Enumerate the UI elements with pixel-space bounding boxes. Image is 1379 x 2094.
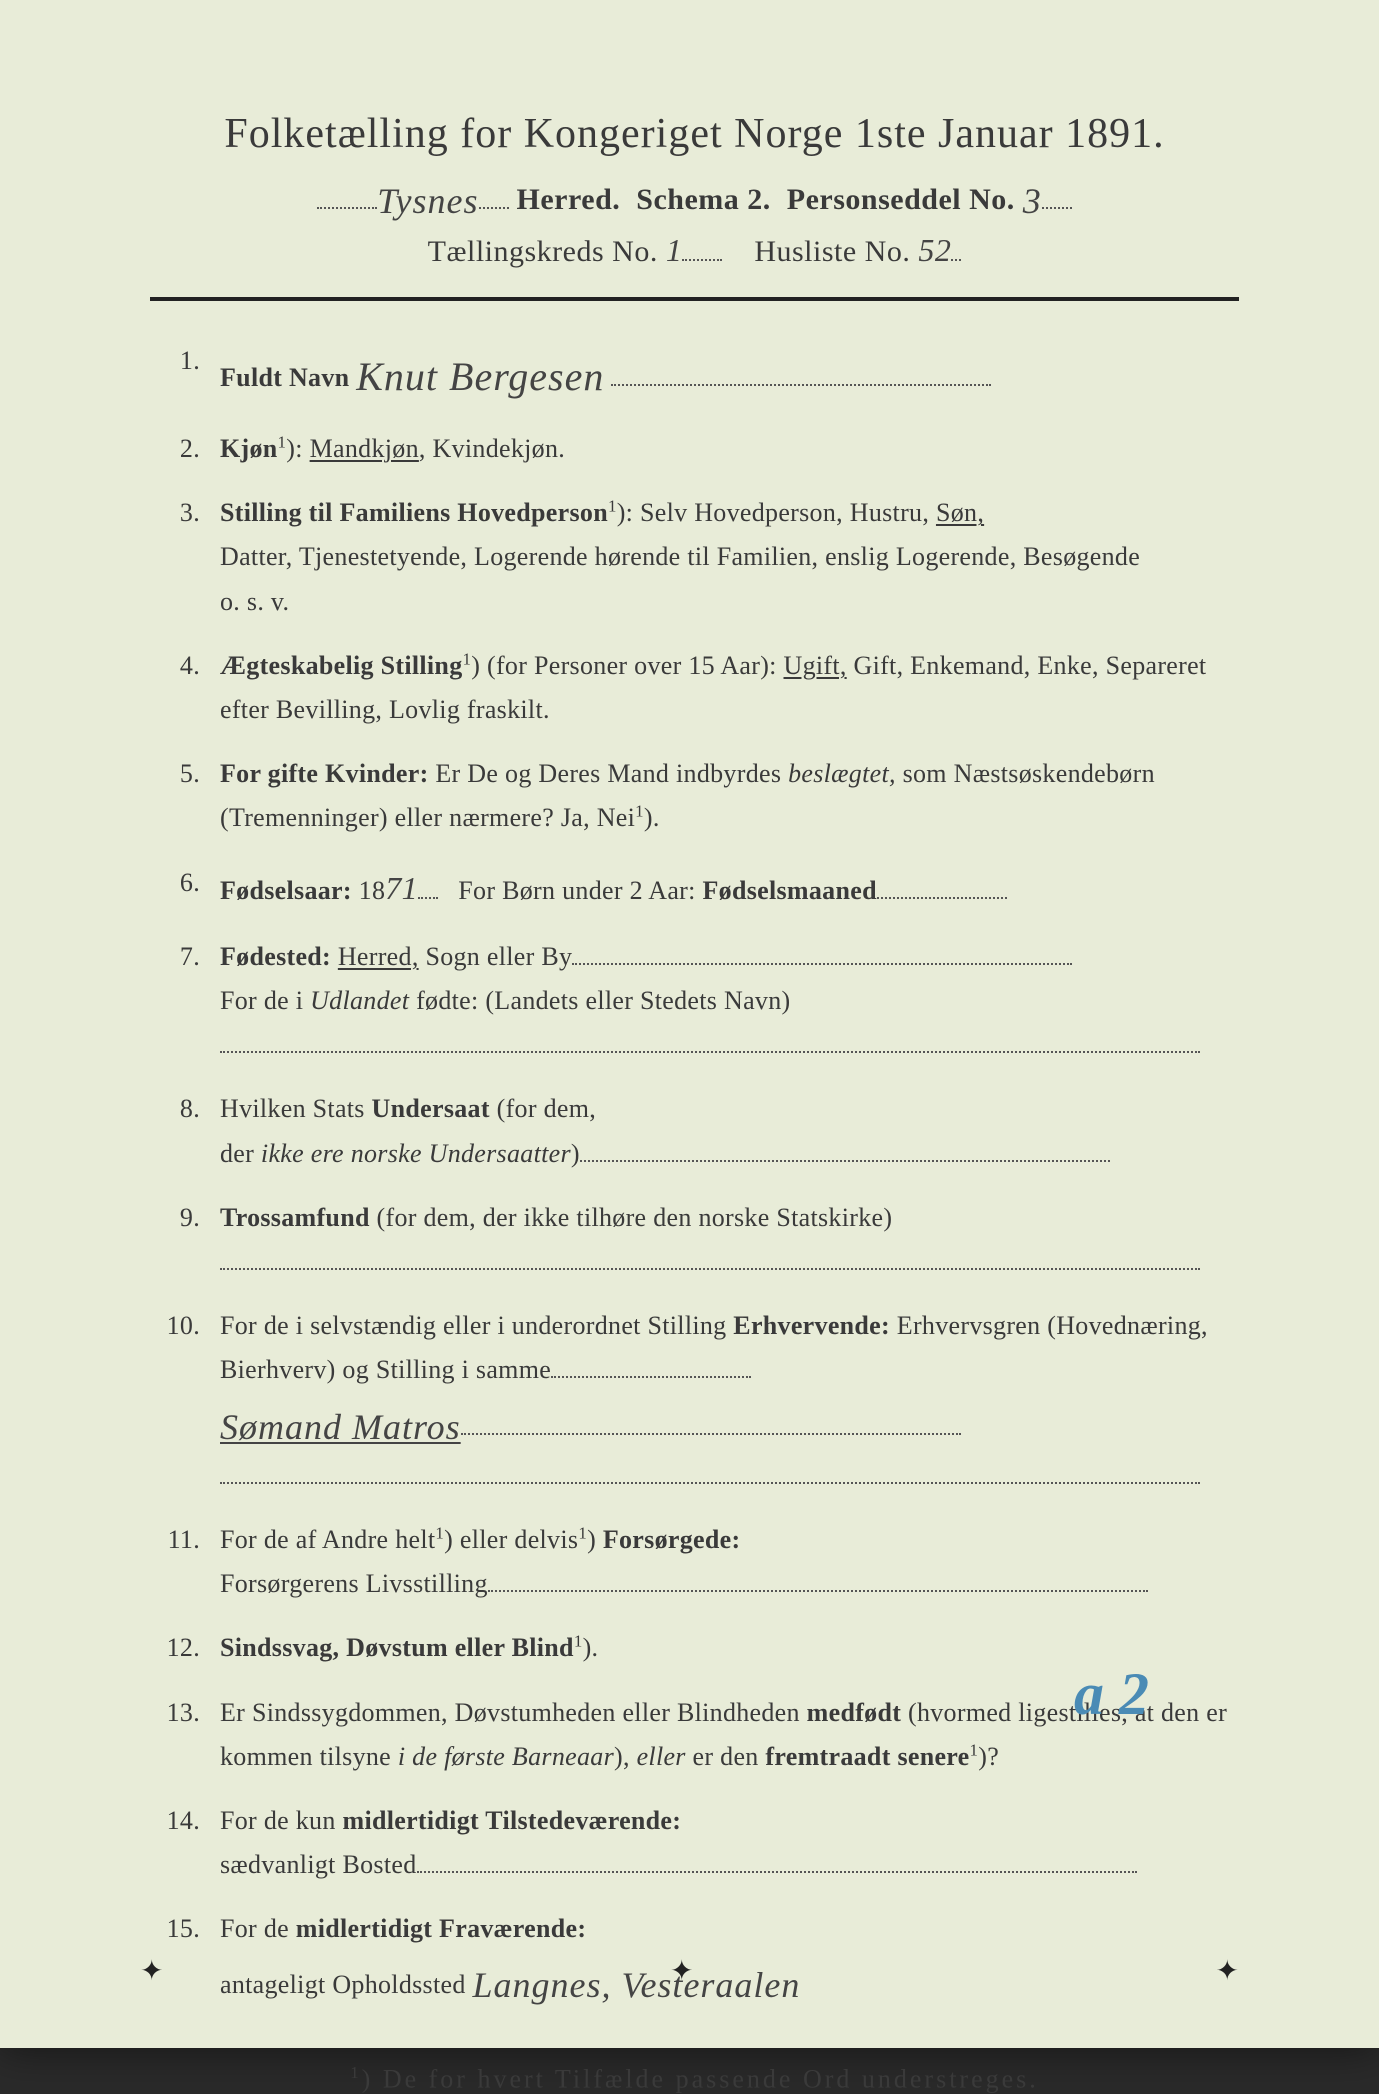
q9-label: Trossamfund xyxy=(220,1203,370,1232)
q3: 3. Stilling til Familiens Hovedperson1):… xyxy=(150,491,1239,624)
q1: 1. Fuldt Navn Knut Bergesen xyxy=(150,339,1239,407)
q14-label: midlertidigt Tilstedeværende: xyxy=(342,1806,681,1835)
subtitle-row-1: Tysnes Herred. Schema 2. Personseddel No… xyxy=(150,176,1239,218)
page-title: Folketælling for Kongeriget Norge 1ste J… xyxy=(150,110,1239,158)
husliste-value: 52 xyxy=(918,232,951,268)
q8: 8. Hvilken Stats Undersaat (for dem, der… xyxy=(150,1087,1239,1175)
blue-stamp: a 2 xyxy=(1074,1660,1149,1729)
herred-value: Tysnes xyxy=(377,180,478,222)
registration-mark-left: ✦ xyxy=(140,1954,163,1988)
q1-label: Fuldt Navn xyxy=(220,363,349,392)
q6-label: Fødselsaar: xyxy=(220,876,352,905)
q10-value: Sømand Matros xyxy=(220,1397,461,1458)
registration-mark-right: ✦ xyxy=(1216,1954,1239,1988)
divider xyxy=(150,297,1239,301)
q2-selected: Mandkjøn xyxy=(310,434,419,463)
personseddel-value: 3 xyxy=(1023,180,1042,222)
kreds-label: Tællingskreds No. xyxy=(428,235,658,268)
kreds-value: 1 xyxy=(666,232,683,268)
census-form-page: Folketælling for Kongeriget Norge 1ste J… xyxy=(0,0,1379,2048)
herred-label: Herred. xyxy=(517,183,621,216)
schema-label: Schema 2. xyxy=(636,183,771,216)
q2-opt2: Kvindekjøn. xyxy=(433,434,566,463)
personseddel-label: Personseddel No. xyxy=(787,183,1015,216)
q2: 2. Kjøn1): Mandkjøn, Kvindekjøn. xyxy=(150,427,1239,471)
q6-year: 71 xyxy=(385,870,418,906)
q8-label: Undersaat xyxy=(372,1094,490,1123)
q4: 4. Ægteskabelig Stilling1) (for Personer… xyxy=(150,644,1239,732)
q15: 15. For de midlertidigt Fraværende: anta… xyxy=(150,1907,1239,2012)
q6: 6. Fødselsaar: 1871 For Børn under 2 Aar… xyxy=(150,861,1239,915)
question-list: 1. Fuldt Navn Knut Bergesen 2. Kjøn1): M… xyxy=(150,339,1239,2013)
q15-label: midlertidigt Fraværende: xyxy=(296,1914,587,1943)
q1-value: Knut Bergesen xyxy=(356,343,604,411)
q15-value: Langnes, Vesteraalen xyxy=(472,1955,800,2016)
q2-label: Kjøn xyxy=(220,434,278,463)
husliste-label: Husliste No. xyxy=(754,235,910,268)
q7-label: Fødested: xyxy=(220,942,331,971)
registration-mark-center: ✦ xyxy=(670,1954,693,1988)
q9: 9. Trossamfund (for dem, der ikke tilhør… xyxy=(150,1196,1239,1284)
q7: 7. Fødested: Herred, Sogn eller By For d… xyxy=(150,935,1239,1068)
q3-label: Stilling til Familiens Hovedperson xyxy=(220,498,608,527)
footnote: 1) De for hvert Tilfælde passende Ord un… xyxy=(150,2063,1239,2094)
q5: 5. For gifte Kvinder: Er De og Deres Man… xyxy=(150,752,1239,840)
q11-label: Forsørgede: xyxy=(603,1525,741,1554)
q7-selected: Herred, xyxy=(338,942,419,971)
q4-selected: Ugift, xyxy=(784,651,847,680)
q3-selected: Søn, xyxy=(936,498,984,527)
q10: 10. For de i selvstændig eller i underor… xyxy=(150,1304,1239,1498)
q11: 11. For de af Andre helt1) eller delvis1… xyxy=(150,1518,1239,1606)
q14: 14. For de kun midlertidigt Tilstedevære… xyxy=(150,1799,1239,1887)
q5-label: For gifte Kvinder: xyxy=(220,759,429,788)
q10-label: Erhvervende: xyxy=(733,1311,890,1340)
subtitle-row-2: Tællingskreds No. 1 Husliste No. 52 xyxy=(150,232,1239,269)
q12-label: Sindssvag, Døvstum eller Blind xyxy=(220,1633,574,1662)
q4-label: Ægteskabelig Stilling xyxy=(220,651,463,680)
